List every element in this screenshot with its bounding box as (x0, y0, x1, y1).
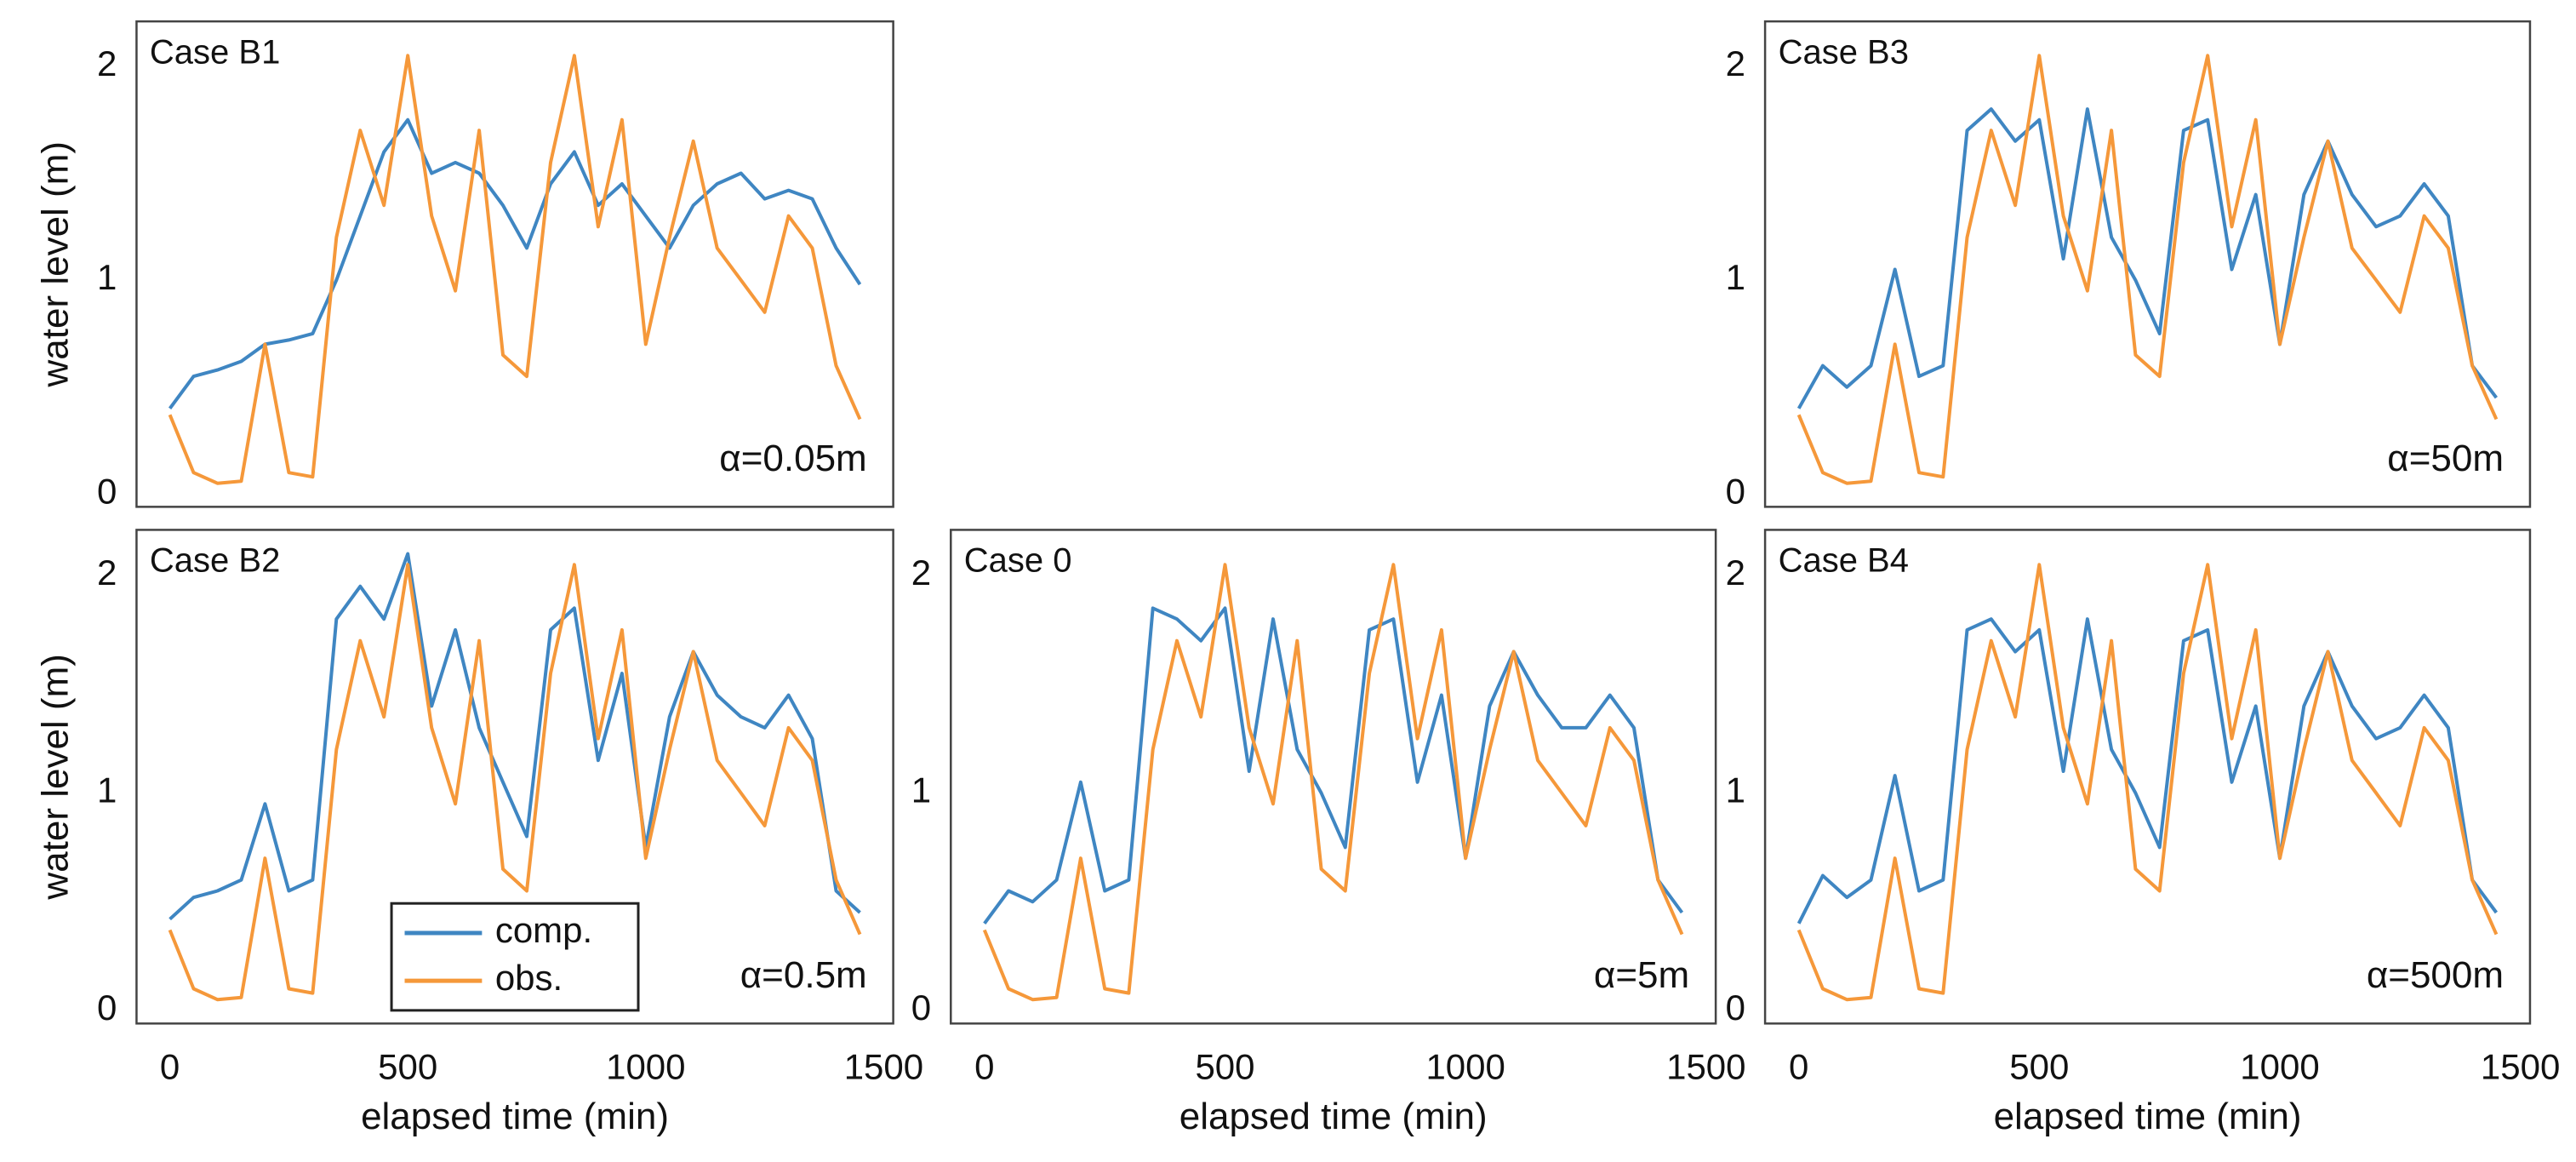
panel-title: Case B4 (1779, 542, 1909, 580)
panel-title: Case B1 (150, 33, 280, 71)
line-series (1796, 617, 2499, 924)
panel-title: Case B3 (1779, 33, 1909, 71)
panel: 0 1 2 Case B1 α=0.05m water level (m) (34, 20, 894, 511)
legend: comp. obs. (390, 902, 640, 1012)
x-axis-label: elapsed time (min) (361, 1096, 669, 1137)
x-tick-label: 500 (1195, 1047, 1254, 1087)
x-tick-label: 1000 (606, 1047, 685, 1087)
panel-title: Case 0 (964, 542, 1072, 580)
plot-frame (1763, 20, 2532, 508)
annotation: α=0.5m (740, 954, 867, 996)
plot-frame (135, 529, 894, 1025)
line-series (168, 563, 862, 1002)
line-series (168, 54, 862, 485)
x-axis-label: elapsed time (min) (1179, 1096, 1488, 1137)
x-tick-label: 1000 (2240, 1047, 2319, 1087)
x-tick-label: 1500 (2481, 1047, 2560, 1087)
y-tick-label: 1 (911, 770, 931, 810)
line-series (168, 552, 861, 921)
y-tick-label: 1 (97, 770, 117, 810)
plot-frame (1763, 529, 2532, 1025)
legend-label: comp. (495, 910, 592, 950)
y-axis-label: water level (m) (34, 654, 76, 901)
y-tick-label: 1 (1726, 770, 1745, 810)
y-axis-label: water level (m) (34, 141, 76, 388)
y-tick-label: 0 (97, 471, 117, 511)
panel: 0 1 2 Case B3 α=50m (1726, 20, 2532, 511)
x-tick-label: 0 (974, 1047, 994, 1087)
legend-box (390, 902, 640, 1012)
x-tick-label: 1500 (1666, 1047, 1745, 1087)
x-tick-label: 500 (2009, 1047, 2069, 1087)
y-tick-label: 2 (911, 552, 931, 592)
line-series (1796, 54, 2499, 485)
y-tick-label: 0 (97, 987, 117, 1027)
annotation: α=500m (2367, 954, 2504, 996)
line-series (982, 563, 1684, 1002)
x-tick-label: 0 (1789, 1047, 1808, 1087)
annotation: α=5m (1594, 954, 1689, 996)
y-tick-label: 0 (1726, 987, 1745, 1027)
line-series (1796, 107, 2498, 409)
panel: 0 1 2 0 500 1000 1500 Case B2 α=0.5m elapsed time… (34, 529, 923, 1137)
x-axis-label: elapsed time (min) (1994, 1096, 2302, 1137)
line-series (168, 117, 862, 409)
y-tick-label: 0 (911, 987, 931, 1027)
legend-label: obs. (495, 958, 563, 998)
line-series (1796, 563, 2499, 1002)
x-tick-label: 500 (378, 1047, 437, 1087)
plot-frame (950, 529, 1717, 1025)
y-tick-label: 2 (97, 43, 117, 83)
plot-frame (135, 20, 894, 508)
y-tick-label: 2 (1726, 43, 1745, 83)
annotation: α=0.05m (719, 438, 866, 479)
y-tick-label: 1 (1726, 257, 1745, 297)
panel: 0 1 2 0 500 1000 1500 Case B4 α=500m elapsed time… (1726, 529, 2560, 1137)
x-tick-label: 0 (160, 1047, 180, 1087)
annotation: α=50m (2387, 438, 2504, 479)
line-series (983, 606, 1684, 924)
panel: 0 1 2 0 500 1000 1500 Case 0 α=5m elapsed time (m… (911, 529, 1746, 1137)
y-tick-label: 2 (97, 552, 117, 592)
x-tick-label: 1500 (844, 1047, 923, 1087)
panel-title: Case B2 (150, 542, 280, 580)
y-tick-label: 1 (97, 257, 117, 297)
y-tick-label: 2 (1726, 552, 1745, 592)
x-tick-label: 1000 (1425, 1047, 1505, 1087)
y-tick-label: 0 (1726, 471, 1745, 511)
